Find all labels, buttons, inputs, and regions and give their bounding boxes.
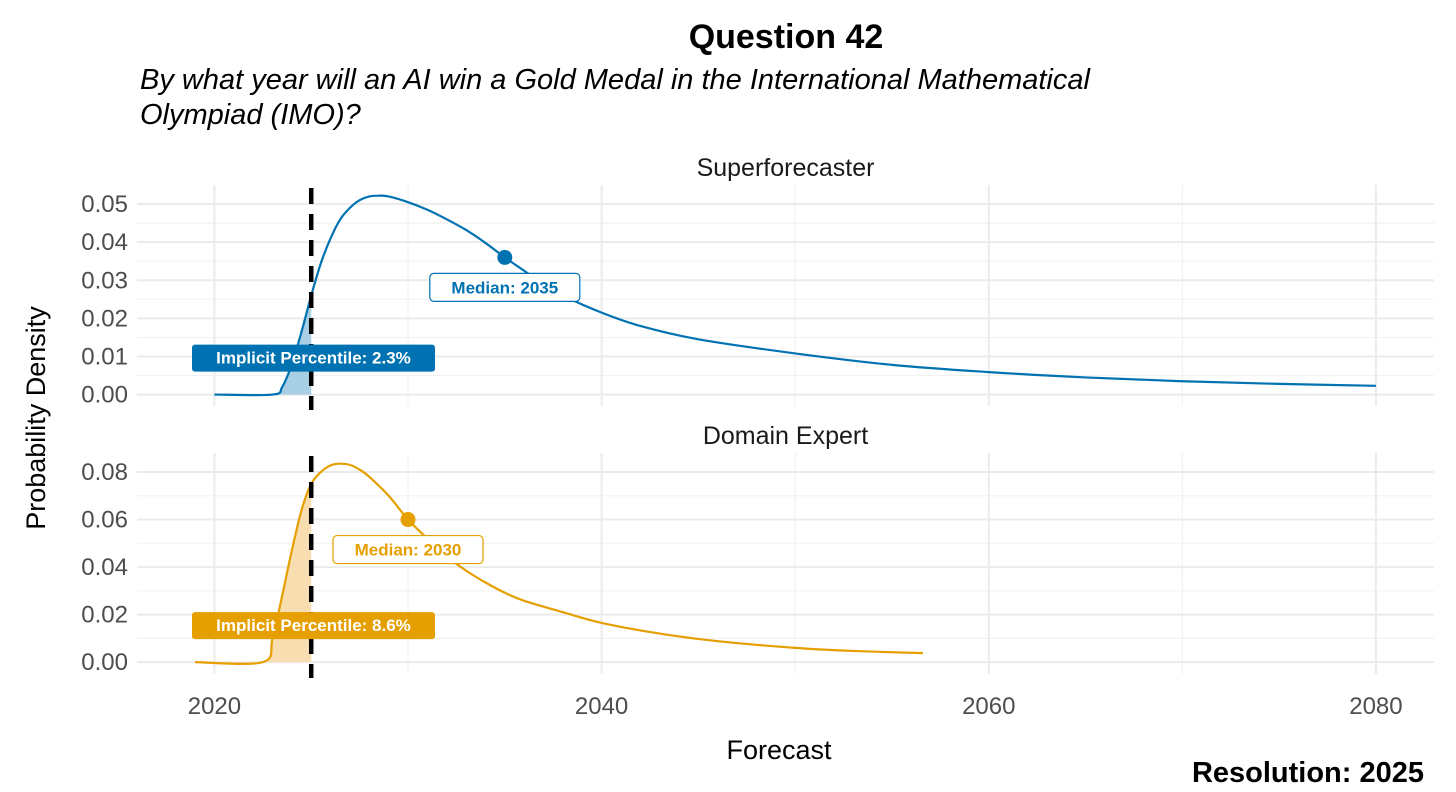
x-tick-label: 2060 <box>962 693 1015 720</box>
y-tick-label: 0.03 <box>81 267 128 294</box>
median-label-superforecaster: Median: 2035 <box>451 278 558 297</box>
chart-title: Question 42 <box>689 18 884 56</box>
panel-superforecaster: 0.00 0.01 0.02 0.03 0.04 0.05 Superforecaster M… <box>81 154 1434 410</box>
percentile-label-box <box>192 612 435 640</box>
density-curve-domain-expert <box>195 462 923 665</box>
panel-domain-expert: 0.00 0.02 0.04 0.06 0.08 Domain Expert Median:… <box>81 422 1434 678</box>
y-tick-label: 0.01 <box>81 343 128 370</box>
x-tick-label: 2080 <box>1349 693 1402 720</box>
percentile-area-superforecaster <box>214 295 312 396</box>
y-tick-label: 0.00 <box>81 382 128 409</box>
y-tick-label: 0.04 <box>81 229 128 256</box>
percentile-label-domain-expert: Implicit Percentile: 8.6% <box>216 616 411 635</box>
chart-subtitle-line-1: By what year will an AI win a Gold Medal… <box>140 64 1092 96</box>
percentile-label-superforecaster: Implicit Percentile: 2.3% <box>216 349 411 368</box>
median-point-domain-expert <box>400 512 416 528</box>
y-axis-title: Probability Density <box>21 306 51 530</box>
x-tick-label: 2020 <box>188 693 241 720</box>
resolution-label: Resolution: 2025 <box>1192 757 1424 789</box>
percentile-label-box <box>192 344 435 372</box>
density-curve-superforecaster <box>214 194 1376 397</box>
y-tick-label: 0.00 <box>81 649 128 676</box>
facet-title-superforecaster: Superforecaster <box>697 154 875 182</box>
y-tick-label: 0.02 <box>81 602 128 629</box>
y-tick-label: 0.05 <box>81 191 128 218</box>
y-tick-label: 0.06 <box>81 507 128 534</box>
x-axis: 2020 2040 2060 2080 <box>188 693 1403 720</box>
x-tick-label: 2040 <box>575 693 628 720</box>
y-tick-label: 0.04 <box>81 554 128 581</box>
facet-title-domain-expert: Domain Expert <box>703 422 868 450</box>
y-tick-label: 0.08 <box>81 459 128 486</box>
median-label-box <box>332 534 484 565</box>
y-tick-label: 0.02 <box>81 305 128 332</box>
median-point-superforecaster <box>497 249 513 265</box>
x-axis-title: Forecast <box>726 735 832 765</box>
median-label-domain-expert: Median: 2030 <box>355 541 462 560</box>
median-label-box <box>429 272 581 302</box>
chart-subtitle-line-2: Olympiad (IMO)? <box>140 99 362 131</box>
